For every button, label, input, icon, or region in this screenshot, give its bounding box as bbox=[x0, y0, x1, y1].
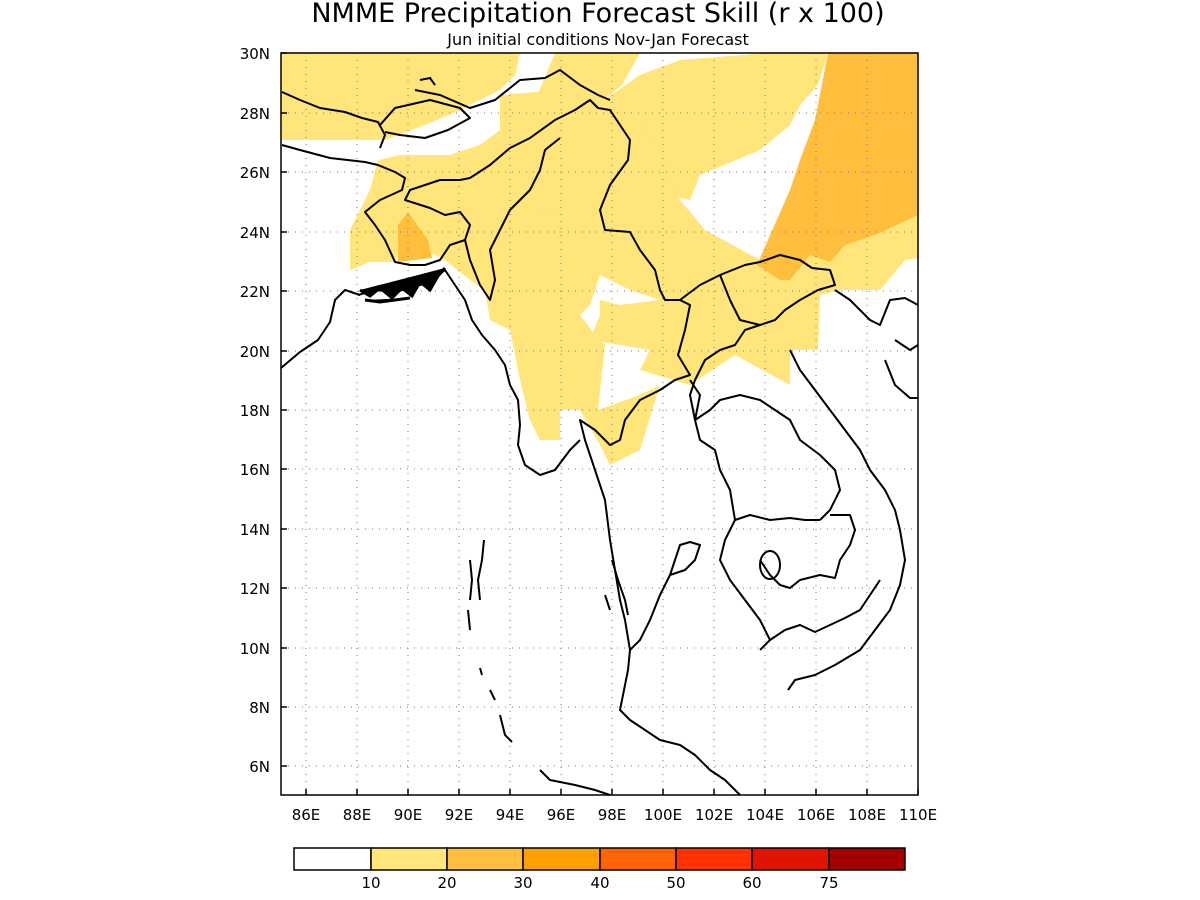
colorbar-label: 50 bbox=[666, 874, 685, 892]
lat-label: 30N bbox=[240, 45, 270, 63]
lon-label: 96E bbox=[547, 806, 576, 824]
lat-label: 28N bbox=[240, 105, 270, 123]
colorbar-swatch bbox=[828, 847, 906, 871]
lon-label: 100E bbox=[644, 806, 682, 824]
tick-marks bbox=[281, 52, 919, 795]
colorbar-label: 40 bbox=[590, 874, 609, 892]
lat-label: 22N bbox=[240, 283, 270, 301]
colorbar-label: 60 bbox=[742, 874, 761, 892]
lon-labels: 86E 88E 90E 92E 94E 96E 98E 100E 102E 10… bbox=[292, 806, 937, 824]
colorbar-swatch bbox=[522, 847, 601, 871]
lat-label: 8N bbox=[249, 699, 270, 717]
delta-coastline bbox=[359, 267, 447, 304]
colorbar-label: 75 bbox=[819, 874, 838, 892]
colorbar-swatch bbox=[293, 847, 372, 871]
colorbar-label: 30 bbox=[513, 874, 532, 892]
colorbar-swatch bbox=[370, 847, 448, 871]
colorbar-swatch bbox=[599, 847, 677, 871]
map-title: NMME Precipitation Forecast Skill (r x 1… bbox=[311, 0, 884, 29]
skill-shading-20-30 bbox=[398, 53, 918, 280]
lat-label: 26N bbox=[240, 164, 270, 182]
colorbar-swatch bbox=[446, 847, 524, 871]
lon-label: 90E bbox=[394, 806, 423, 824]
colorbar-swatch bbox=[675, 847, 753, 871]
lon-label: 98E bbox=[598, 806, 627, 824]
lon-label: 94E bbox=[496, 806, 525, 824]
lat-labels: 30N 28N 26N 24N 22N 20N 18N 16N 14N 12N … bbox=[240, 45, 270, 776]
map-frame bbox=[280, 52, 919, 796]
lon-label: 92E bbox=[445, 806, 474, 824]
lon-label: 102E bbox=[695, 806, 733, 824]
lat-label: 12N bbox=[240, 580, 270, 598]
lon-label: 110E bbox=[899, 806, 937, 824]
colorbar: 10 20 30 40 50 60 75 bbox=[293, 847, 906, 892]
lat-label: 6N bbox=[249, 758, 270, 776]
lon-label: 104E bbox=[746, 806, 784, 824]
map-subtitle: Jun initial conditions Nov-Jan Forecast bbox=[446, 30, 748, 49]
lon-label: 88E bbox=[343, 806, 372, 824]
islands bbox=[419, 76, 629, 743]
lon-label: 106E bbox=[797, 806, 835, 824]
colorbar-label: 20 bbox=[437, 874, 456, 892]
colorbar-label: 10 bbox=[361, 874, 380, 892]
lat-lon-grid bbox=[281, 53, 918, 795]
lat-label: 14N bbox=[240, 521, 270, 539]
lon-label: 108E bbox=[848, 806, 886, 824]
lat-label: 18N bbox=[240, 402, 270, 420]
lat-label: 10N bbox=[240, 640, 270, 658]
lat-label: 16N bbox=[240, 461, 270, 479]
lat-label: 20N bbox=[240, 343, 270, 361]
lat-label: 24N bbox=[240, 224, 270, 242]
coastlines-and-borders bbox=[280, 69, 919, 796]
lon-label: 86E bbox=[292, 806, 321, 824]
colorbar-swatch bbox=[751, 847, 830, 871]
